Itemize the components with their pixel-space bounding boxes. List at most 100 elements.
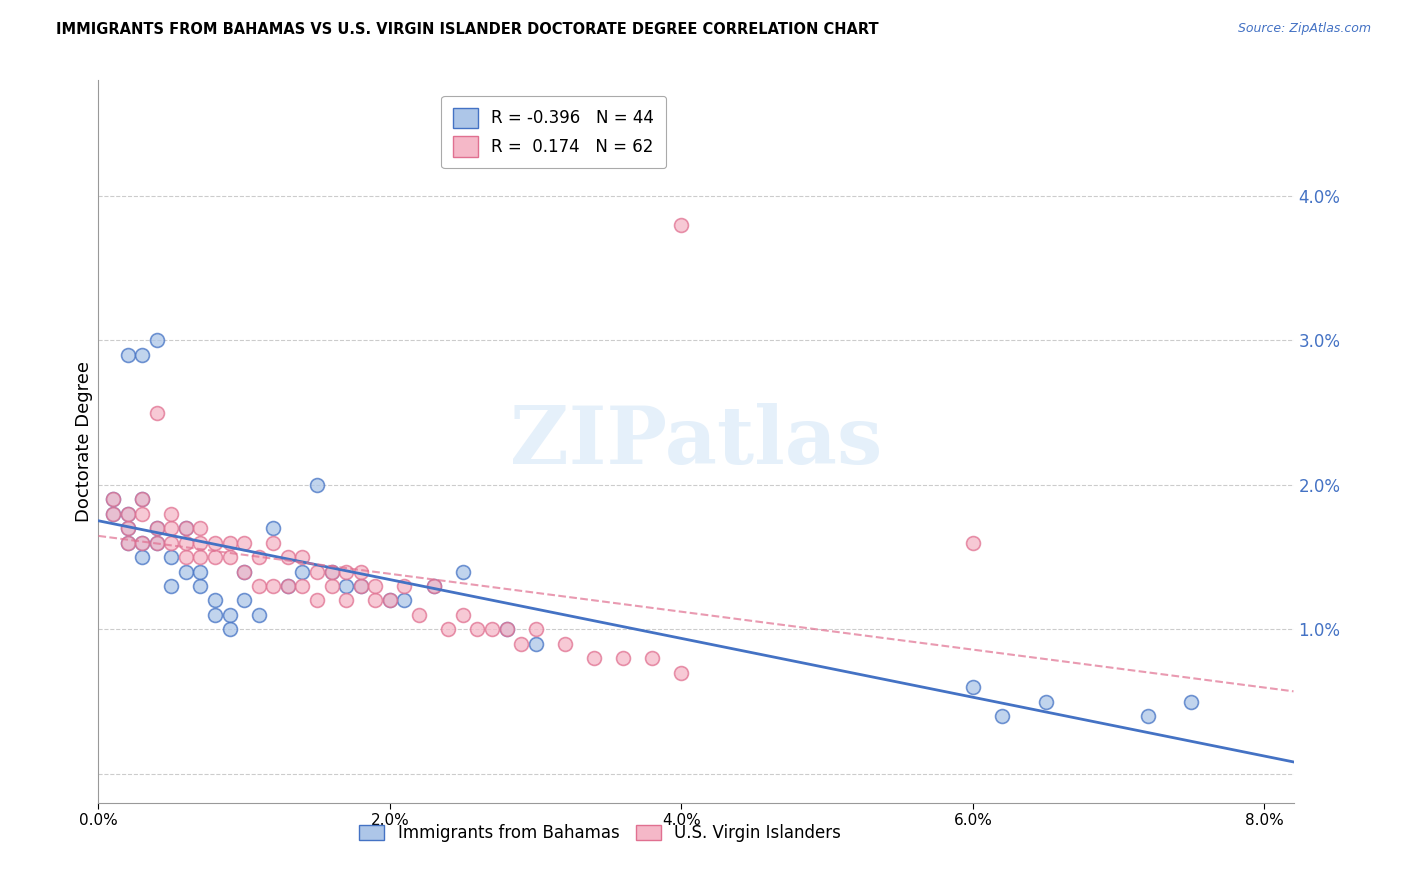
Point (131, 535, 153, 549)
Y-axis label: Doctorate Degree: Doctorate Degree (75, 361, 93, 522)
Point (117, 521, 139, 535)
Point (233, 565, 256, 579)
Point (335, 565, 357, 579)
Point (262, 535, 284, 549)
Point (131, 535, 153, 549)
Point (131, 348, 153, 362)
Point (131, 492, 153, 507)
Point (394, 579, 416, 593)
Point (481, 623, 503, 637)
Point (277, 550, 299, 565)
Point (291, 565, 314, 579)
Point (145, 521, 167, 535)
Point (335, 593, 357, 607)
Point (305, 593, 328, 607)
Point (160, 521, 183, 535)
Point (495, 623, 517, 637)
Point (262, 521, 284, 535)
Point (204, 593, 226, 607)
Text: ZIPatlas: ZIPatlas (510, 402, 882, 481)
Point (350, 579, 373, 593)
Point (117, 535, 139, 549)
Point (101, 492, 124, 507)
Point (467, 623, 489, 637)
Point (218, 623, 240, 637)
Point (378, 593, 401, 607)
Point (174, 565, 197, 579)
Point (1035, 695, 1057, 709)
Point (101, 507, 124, 521)
Text: Source: ZipAtlas.com: Source: ZipAtlas.com (1237, 22, 1371, 36)
Point (1180, 695, 1202, 709)
Point (451, 565, 474, 579)
Point (174, 535, 197, 549)
Point (305, 565, 328, 579)
Point (160, 550, 183, 565)
Point (145, 334, 167, 348)
Point (495, 623, 517, 637)
Point (364, 593, 387, 607)
Point (117, 348, 139, 362)
Point (174, 521, 197, 535)
Point (204, 607, 226, 622)
Point (277, 579, 299, 593)
Point (350, 579, 373, 593)
Point (204, 550, 226, 565)
Text: IMMIGRANTS FROM BAHAMAS VS U.S. VIRGIN ISLANDER DOCTORATE DEGREE CORRELATION CHA: IMMIGRANTS FROM BAHAMAS VS U.S. VIRGIN I… (56, 22, 879, 37)
Legend: Immigrants from Bahamas, U.S. Virgin Islanders: Immigrants from Bahamas, U.S. Virgin Isl… (353, 817, 848, 848)
Point (335, 579, 357, 593)
Point (145, 535, 167, 549)
Point (510, 637, 533, 651)
Point (233, 535, 256, 549)
Point (451, 607, 474, 622)
Point (218, 535, 240, 549)
Point (962, 535, 984, 549)
Point (962, 680, 984, 694)
Point (1136, 709, 1159, 723)
Point (190, 550, 212, 565)
Point (174, 550, 197, 565)
Point (291, 550, 314, 565)
Point (117, 507, 139, 521)
Point (233, 593, 256, 607)
Point (190, 535, 212, 549)
Point (233, 565, 256, 579)
Point (394, 593, 416, 607)
Point (117, 507, 139, 521)
Point (190, 579, 212, 593)
Point (101, 492, 124, 507)
Point (364, 579, 387, 593)
Point (131, 492, 153, 507)
Point (291, 579, 314, 593)
Point (145, 406, 167, 420)
Point (190, 521, 212, 535)
Point (350, 565, 373, 579)
Point (160, 579, 183, 593)
Point (582, 651, 605, 665)
Point (101, 507, 124, 521)
Point (145, 521, 167, 535)
Point (524, 637, 547, 651)
Point (190, 565, 212, 579)
Point (117, 521, 139, 535)
Point (422, 579, 444, 593)
Point (321, 579, 343, 593)
Point (671, 665, 693, 680)
Point (131, 550, 153, 565)
Point (131, 507, 153, 521)
Point (174, 521, 197, 535)
Point (247, 607, 270, 622)
Point (247, 550, 270, 565)
Point (671, 218, 693, 232)
Point (218, 550, 240, 565)
Point (305, 478, 328, 492)
Point (554, 637, 576, 651)
Point (378, 593, 401, 607)
Point (247, 579, 270, 593)
Point (641, 651, 664, 665)
Point (204, 535, 226, 549)
Point (218, 607, 240, 622)
Point (612, 651, 634, 665)
Point (422, 579, 444, 593)
Point (160, 507, 183, 521)
